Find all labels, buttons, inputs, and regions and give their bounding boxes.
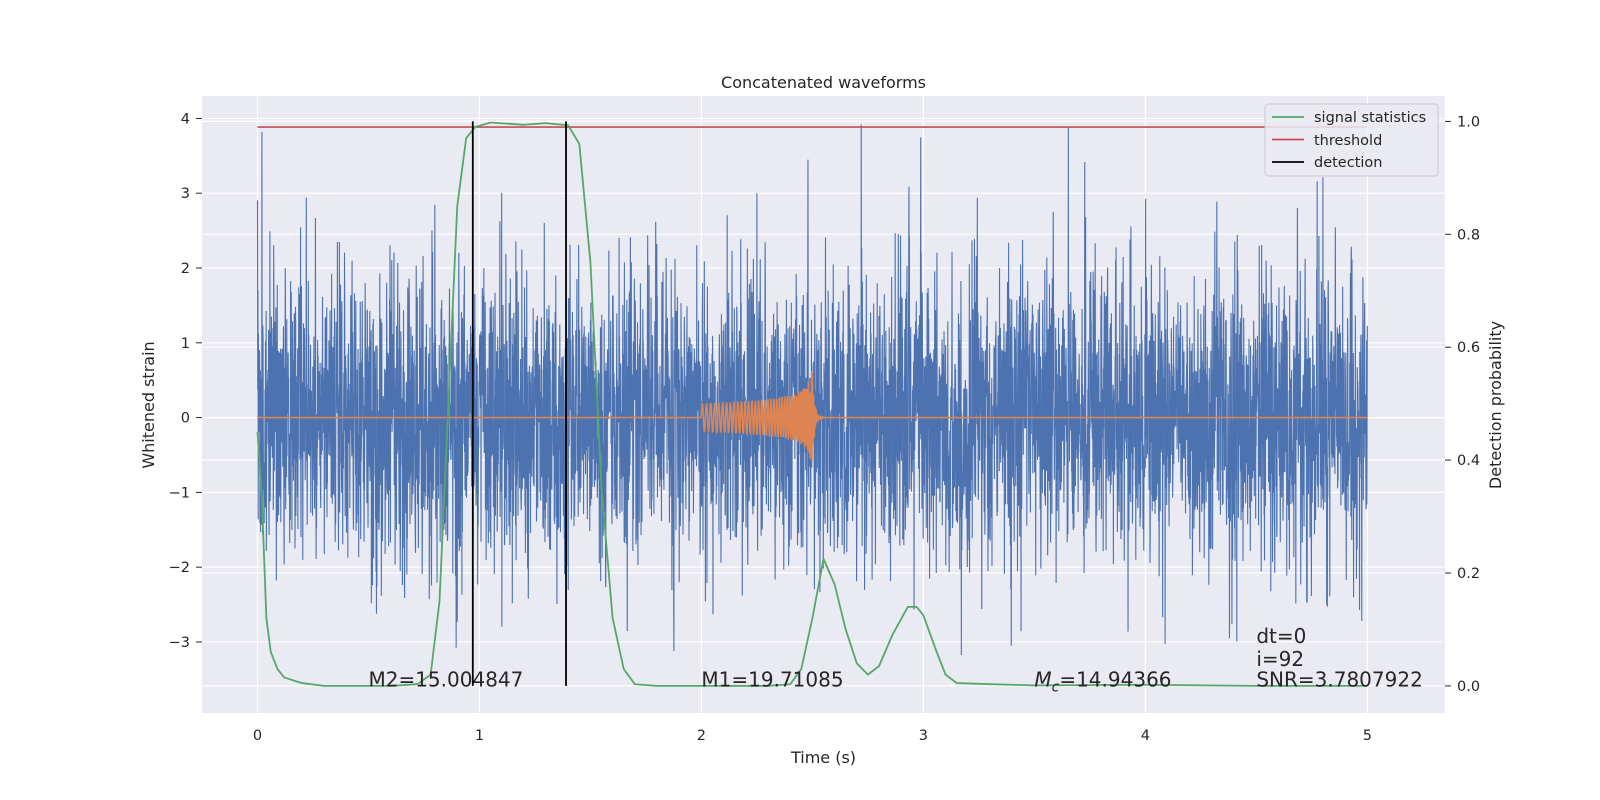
right-axis-series-layer — [256, 121, 1368, 687]
annotations: M2=15.004847 M1=19.71085 Mc=14.94366 dt=0i=… — [368, 624, 1422, 695]
annotation-label: Mc=14.94366 — [1034, 667, 1171, 695]
y-tick-label: 4 — [181, 111, 190, 127]
y2-tick-label: 0.0 — [1457, 679, 1480, 695]
x-tick-label: 2 — [697, 728, 706, 744]
y-tick-label: 2 — [181, 261, 190, 277]
y2-tick-label: 1.0 — [1457, 114, 1480, 130]
x-tick-label: 4 — [1141, 728, 1150, 744]
y-axis-ticks: −3 −2 −1 0 1 2 3 4 — [169, 111, 202, 651]
legend-label-threshold: threshold — [1314, 133, 1382, 149]
annotation-label: SNR=3.7807922 — [1256, 667, 1422, 691]
y2-tick-label: 0.6 — [1457, 340, 1480, 356]
signal-statistics-line — [256, 121, 1368, 687]
x-axis-ticks: 0 1 2 3 4 5 — [253, 728, 1372, 744]
annotation-label: dt=0 — [1256, 624, 1306, 648]
y-tick-label: −2 — [169, 560, 190, 576]
y-tick-label: 0 — [181, 411, 190, 427]
y2-tick-label: 0.8 — [1457, 227, 1480, 243]
x-tick-label: 1 — [475, 728, 484, 744]
waveform-template-series — [257, 371, 1368, 462]
annotation-label: i=92 — [1256, 647, 1304, 671]
x-tick-label: 0 — [253, 728, 262, 744]
y2-axis-ticks: 0.0 0.2 0.4 0.6 0.8 1.0 — [1445, 114, 1480, 695]
chart-title: Concatenated waveforms — [721, 73, 926, 92]
y-axis-label: Whitened strain — [139, 341, 158, 468]
y-tick-label: 1 — [181, 336, 190, 352]
x-tick-label: 3 — [919, 728, 928, 744]
x-tick-label: 5 — [1363, 728, 1372, 744]
y2-tick-label: 0.2 — [1457, 566, 1480, 582]
legend-label-signal-statistics: signal statistics — [1314, 110, 1426, 126]
annotation-label: M1=19.71085 — [701, 667, 843, 691]
legend-box — [1264, 103, 1439, 177]
y-tick-label: 3 — [181, 186, 190, 202]
annotation-label: M2=15.004847 — [368, 667, 523, 691]
y-tick-label: −3 — [169, 635, 190, 651]
legend-label-detection: detection — [1314, 155, 1382, 171]
legend: signal statistics threshold detection — [1264, 103, 1439, 177]
x-axis-label: Time (s) — [790, 748, 856, 767]
series-layer — [256, 124, 1368, 655]
y-tick-label: −1 — [169, 485, 190, 501]
y2-axis-label: Detection probability — [1486, 321, 1505, 489]
y2-tick-label: 0.4 — [1457, 453, 1480, 469]
